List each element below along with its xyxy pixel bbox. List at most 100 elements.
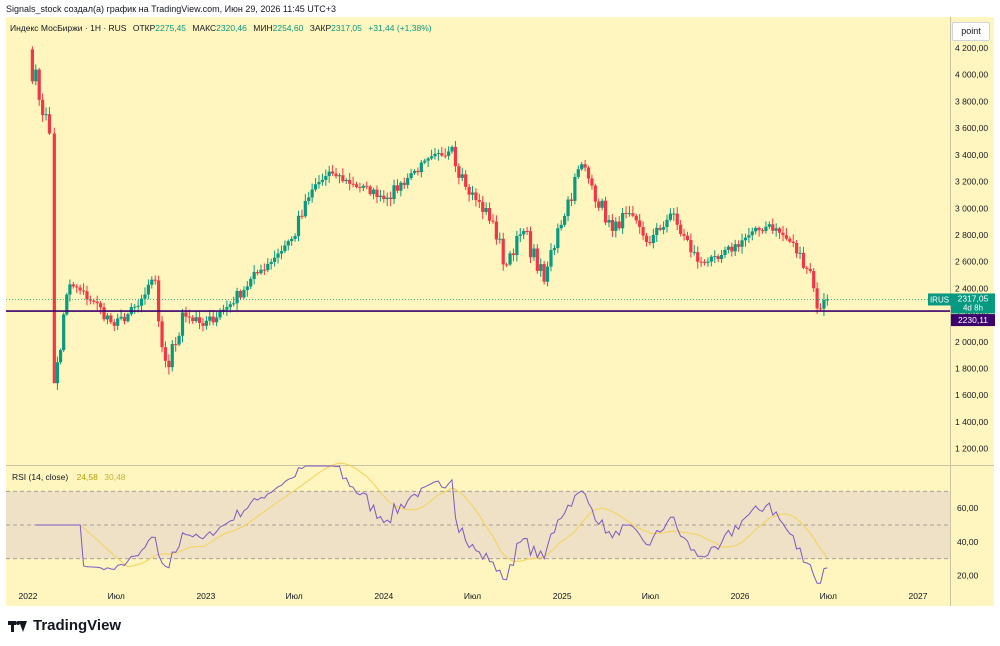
candle [99,300,103,315]
candle [34,64,38,86]
ticker-badge [928,293,951,306]
candle [68,279,72,302]
candle [382,190,386,203]
price-tick-label: 1 600,00 [955,390,988,400]
candle [532,244,536,261]
candle [607,215,611,228]
candle [597,198,601,211]
rsi-legend: RSI (14, close) 24,58 30,48 [12,472,126,482]
low-label: МИН [253,23,273,33]
candle [37,67,41,106]
candle [825,294,829,306]
candle [498,232,502,244]
candle [750,227,754,241]
price-tick-label: 3 200,00 [955,177,988,187]
time-tick-label: Июл [285,591,302,601]
candle [631,205,635,218]
candle [515,230,519,262]
candle [627,206,632,217]
candle [767,221,771,229]
candle [402,177,406,189]
candle [569,192,574,207]
candle [487,202,492,225]
candle [167,354,171,375]
candle [371,187,376,200]
time-ticks-layer: 2022 Июл 2023 Июл 2024 Июл 2025 Июл 2026 Июл 2027 [19,591,928,601]
candle [791,234,795,248]
candle [433,147,437,160]
candle [44,107,48,121]
candle [327,165,331,183]
candle [470,185,475,201]
candle [542,260,546,285]
candle [788,236,792,244]
candle [539,258,543,277]
candle [245,281,249,297]
candle [150,276,154,289]
chart-area[interactable]: 1 200,00 1 400,00 1 600,00 1 800,00 2 000,00… [0,0,1000,610]
candle [109,313,113,324]
candle [624,206,628,219]
candle [279,245,284,260]
candle [344,178,348,185]
candle [276,248,280,264]
time-tick-label: 2027 [909,591,928,601]
rsi-ma-value: 30,48 [104,472,126,482]
rsi-band-layer [6,490,950,560]
candle [573,173,577,205]
candle [218,308,222,320]
candle [180,309,185,343]
candle [102,302,106,322]
candle [133,303,137,314]
time-tick-label: 2025 [553,591,572,601]
candle [201,317,205,332]
candle [600,198,604,211]
rsi-name: RSI (14, close) [12,472,69,482]
close-value: 2317,05 [331,23,362,33]
candle [818,303,823,311]
rsi-tick-label: 60,00 [957,503,979,513]
candle [757,226,761,237]
candle [481,195,485,220]
candle [409,168,413,181]
candle [259,264,263,275]
candle [743,233,748,247]
close-label: ЗАКР [309,23,332,33]
chart-byline: Signals_stock создал(а) график на Tradin… [6,4,336,14]
candles-layer [30,46,829,390]
candle [286,239,290,251]
candle [760,228,765,234]
candle [651,228,655,249]
candle [822,293,826,316]
candle [593,183,597,208]
candle [341,168,345,183]
candle [467,184,471,202]
candle [549,243,553,272]
candle [249,276,253,290]
candle [474,188,478,207]
candle [317,175,321,189]
candle [395,179,400,194]
time-tick-label: Июл [108,591,125,601]
candle [764,221,768,234]
candle [747,227,751,243]
candle [784,228,789,241]
open-value: 2275,45 [155,23,187,33]
candle [334,167,338,179]
candle [805,265,809,274]
candle [610,214,614,238]
scale-mode-button[interactable]: point [952,22,990,41]
candle [494,215,498,245]
candle [290,236,294,246]
candle [375,185,379,204]
candle [300,209,304,220]
rsi-tick-label: 20,00 [957,571,979,581]
candle [719,249,724,263]
candle [552,244,556,256]
candle [191,314,195,324]
candle [255,269,260,276]
bar-countdown-label: 4d 8h [963,303,983,312]
price-tick-label: 4 200,00 [955,43,988,53]
candle [146,279,150,300]
candle [242,286,246,299]
